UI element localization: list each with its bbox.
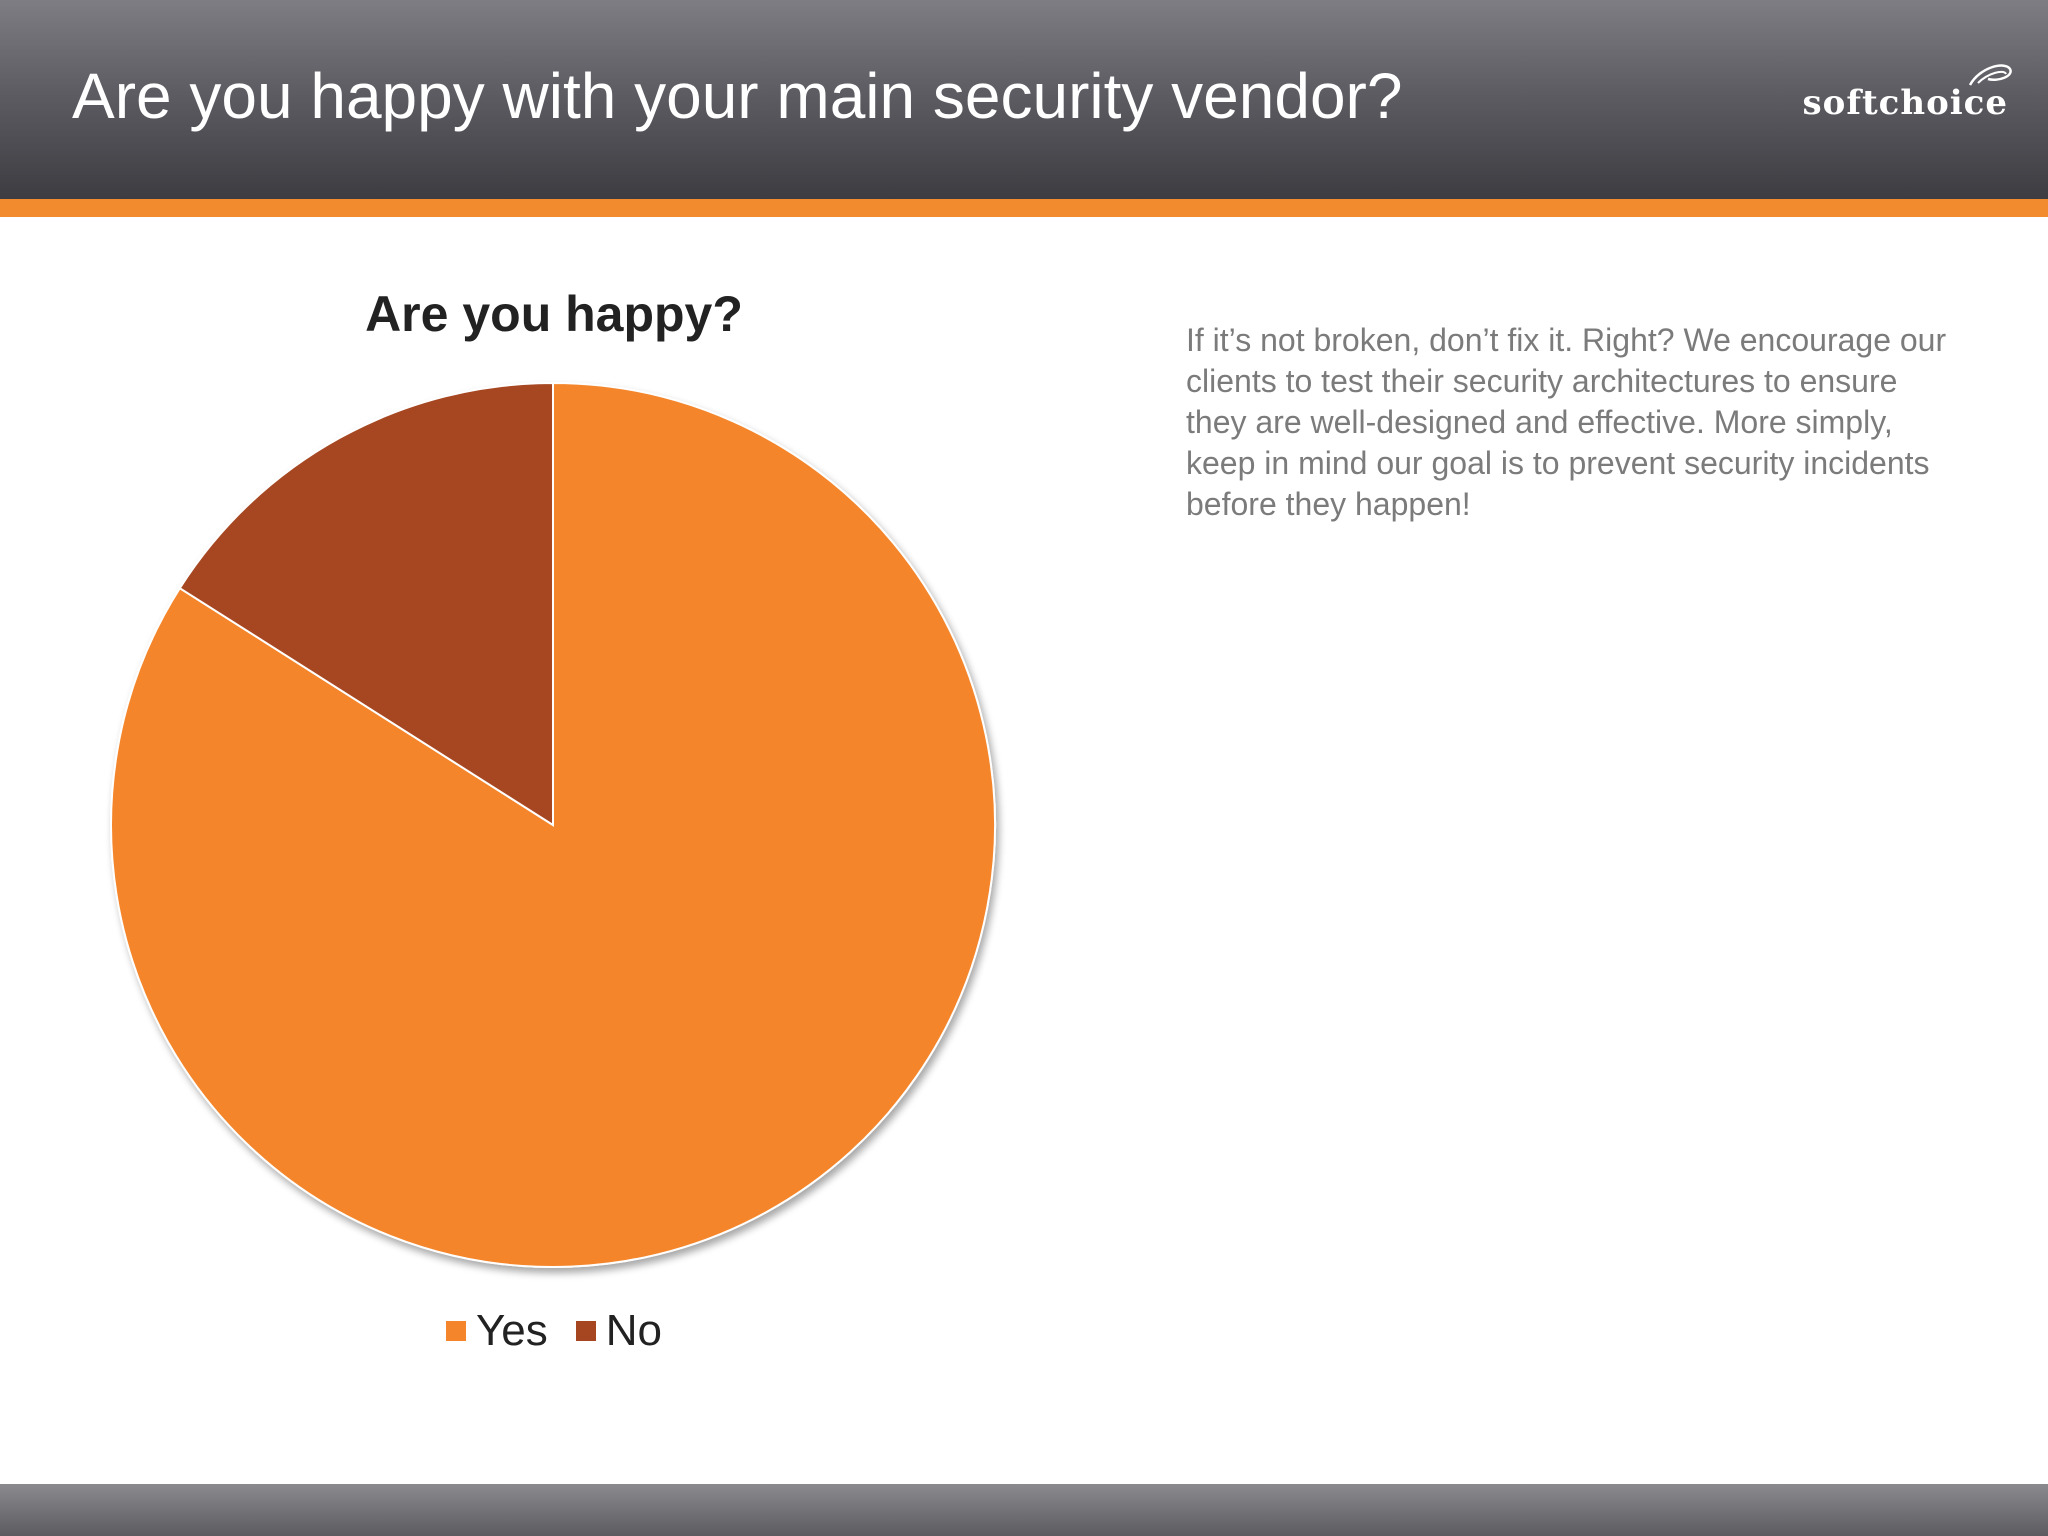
slide-footer [0,1484,2048,1536]
legend-item-no: No [575,1305,663,1357]
slide-title: Are you happy with your main security ve… [72,60,1403,132]
legend-label-yes: Yes [475,1306,548,1355]
header-accent-stripe [0,199,2048,217]
legend-swatch-no [575,1321,596,1341]
slide-header [0,0,2048,200]
legend-swatch-yes [445,1321,466,1341]
legend-item-yes: Yes [445,1305,548,1357]
legend-label-no: No [605,1306,663,1355]
chart-title: Are you happy? [365,286,743,342]
logo-swoosh-icon [1968,64,2012,86]
softchoice-logo: softchoice [1803,55,2020,130]
slide-body-text: If it’s not broken, don’t fix it. Right?… [1186,322,1947,522]
chart-legend: Yes No [0,1305,1108,1357]
pie-slice-no [178,381,554,827]
logo-wordmark: softchoice [1802,83,2008,123]
